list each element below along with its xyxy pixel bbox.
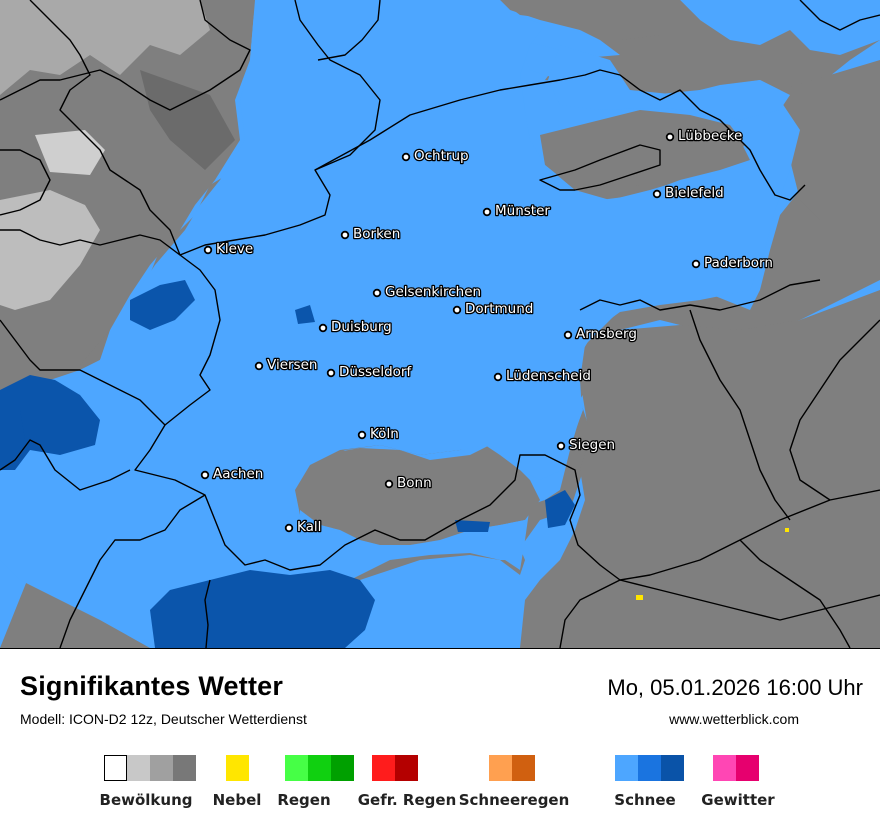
svg-text:Viersen: Viersen [267,357,317,373]
city-dortmund: Dortmund [452,300,535,318]
svg-text:Aachen: Aachen [213,466,263,482]
legend-label: Gewitter [701,791,775,809]
cloud-cover-area [540,110,745,195]
city-ochtrup: Ochtrup [401,147,470,165]
svg-text:Dortmund: Dortmund [465,301,533,317]
weather-map: Ochtrup Lübbecke Bielefeld Münster Borke… [0,0,880,649]
city-duisburg: Duisburg [318,318,393,336]
legend-swatch [736,755,759,781]
city-bonn: Bonn [384,474,433,492]
legend-label: Schnee [614,791,676,809]
legend-swatch [512,755,535,781]
legend-label: Bewölkung [99,791,193,809]
svg-text:Düsseldorf: Düsseldorf [339,364,412,380]
city-bielefeld: Bielefeld [652,184,725,202]
legend-swatch [331,755,354,781]
svg-text:Siegen: Siegen [569,437,615,453]
city-borken: Borken [340,225,402,243]
city-gelsenkirchen: Gelsenkirchen [372,283,482,301]
svg-text:Arnsberg: Arnsberg [576,326,637,342]
snow-heavy-area [545,490,575,528]
svg-text:Paderborn: Paderborn [704,255,773,271]
city-luedenscheid: Lüdenscheid [493,367,592,385]
svg-text:Duisburg: Duisburg [331,319,392,335]
cloud-light-area [35,130,105,175]
city-aachen: Aachen [200,465,265,483]
snow-heavy-area [130,280,195,330]
city-arnsberg: Arnsberg [563,325,638,343]
legend-swatch [173,755,196,781]
map-canvas: Ochtrup Lübbecke Bielefeld Münster Borke… [0,0,880,648]
svg-text:Ochtrup: Ochtrup [414,148,469,164]
svg-text:Köln: Köln [370,426,399,442]
svg-text:Lübbecke: Lübbecke [678,128,742,144]
city-kall: Kall [284,518,323,536]
legend-label: Regen [277,791,331,809]
legend-label: Nebel [212,791,262,809]
cloud-cover-area [290,445,540,545]
cloud-light-area [0,190,100,310]
map-title: Signifikantes Wetter [20,671,284,701]
city-luebbecke: Lübbecke [665,127,744,145]
forecast-datetime: Mo, 05.01.2026 16:00 Uhr [607,675,863,700]
svg-text:Kall: Kall [297,519,321,535]
cloud-light-area [0,0,210,95]
legend-swatch [127,755,150,781]
cloud-cover-area [500,0,700,40]
city-viersen: Viersen [254,356,319,374]
borders [0,0,880,648]
cloud-cover-area [780,60,880,230]
legend-label: Gefr. Regen [357,791,457,809]
snow-heavy-area [150,570,375,648]
snow-area [548,45,790,120]
legend-swatch [661,755,684,781]
snow-heavy-area [295,305,315,324]
legend-swatch [395,755,418,781]
snow-heavy-area [0,410,25,450]
legend-swatch [615,755,638,781]
legend-swatch [308,755,331,781]
city-siegen: Siegen [556,436,616,454]
city-koeln: Köln [357,425,400,443]
city-duesseldorf: Düsseldorf [326,363,414,381]
legend-label: Schneeregen [458,791,570,809]
city-layer: Ochtrup Lübbecke Bielefeld Münster Borke… [200,127,774,536]
model-source: Modell: ICON-D2 12z, Deutscher Wetterdie… [20,711,307,727]
cloud-dark-area [140,70,235,170]
legend-swatch [285,755,308,781]
website-link[interactable]: www.wetterblick.com [669,711,799,727]
fog-pixel [785,528,789,532]
svg-text:Münster: Münster [495,203,550,219]
legend-swatch [638,755,661,781]
snow-heavy-area [455,520,490,532]
legend-swatch [104,755,127,781]
fog-pixel [636,595,643,600]
snow-area [680,0,880,55]
legend-swatch [226,755,249,781]
map-footer: Signifikantes Wetter Modell: ICON-D2 12z… [0,649,880,830]
snow-area [0,0,800,648]
city-muenster: Münster [482,202,552,220]
legend-swatch [150,755,173,781]
legend-swatch [713,755,736,781]
legend: Bewölkung Nebel Regen Gefr. Regen [0,753,880,823]
svg-text:Kleve: Kleve [216,241,253,257]
svg-text:Gelsenkirchen: Gelsenkirchen [385,284,481,300]
legend-swatch [372,755,395,781]
svg-text:Borken: Borken [353,226,400,242]
svg-text:Bonn: Bonn [397,475,432,491]
city-paderborn: Paderborn [691,254,774,272]
svg-text:Bielefeld: Bielefeld [665,185,724,201]
legend-swatch [489,755,512,781]
cloud-cover-area [520,290,880,648]
svg-text:Lüdenscheid: Lüdenscheid [506,368,591,384]
city-kleve: Kleve [203,240,255,258]
